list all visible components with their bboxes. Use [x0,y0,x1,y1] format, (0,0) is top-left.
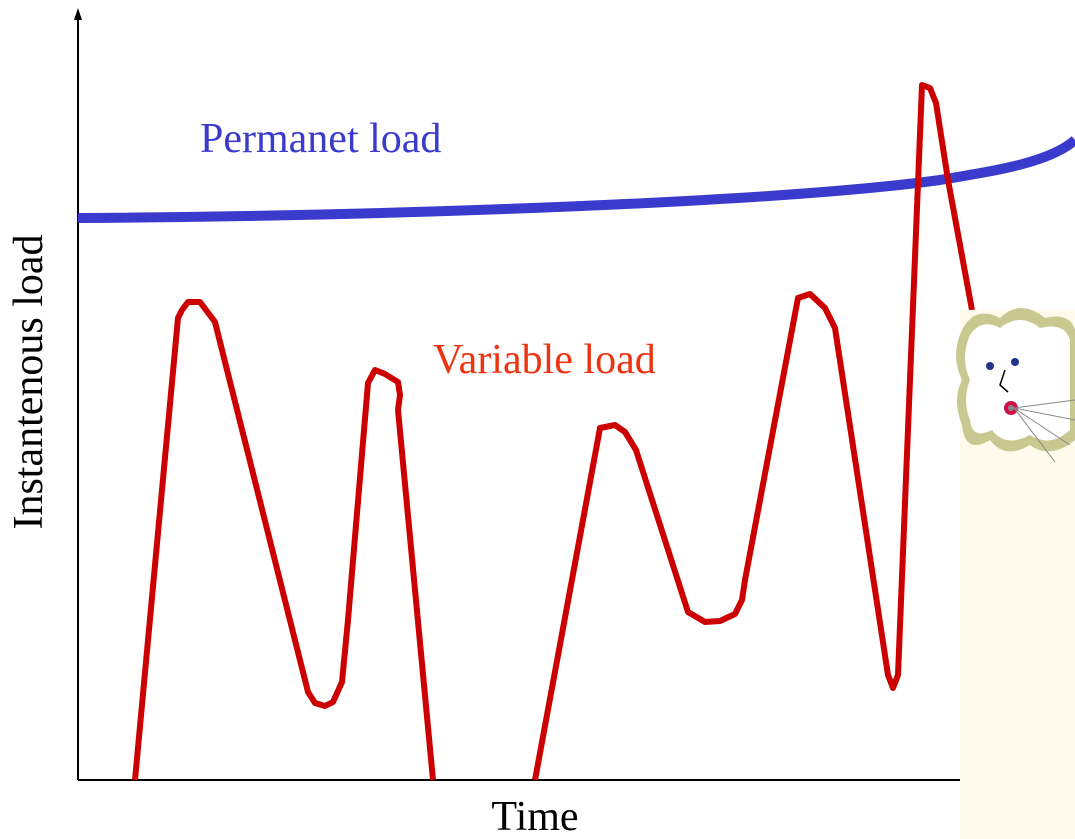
permanent-load-curve [77,136,1075,223]
y-axis-arrow [74,8,82,20]
x-axis-label: Time [491,794,578,839]
y-axis-label: Instantenous load [6,234,52,529]
permanent-load-label: Permanet load [200,116,441,162]
variable-load-label: Variable load [433,337,656,383]
cartoon-face [956,308,1075,463]
variable-load-curve [532,82,975,781]
variable-load-curve [132,299,436,781]
